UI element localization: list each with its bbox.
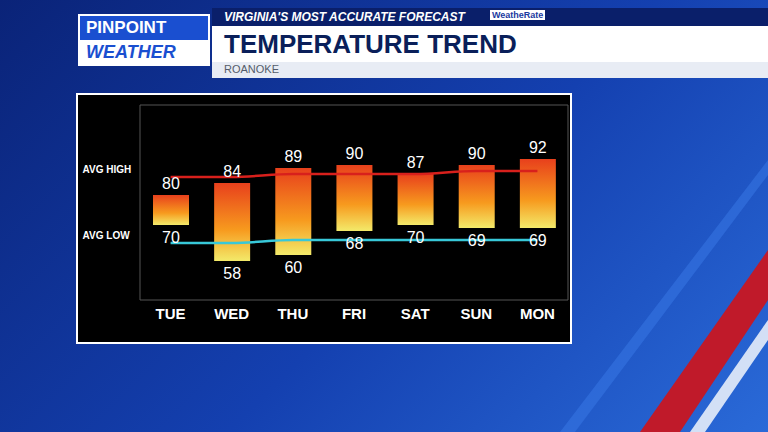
html-text:WEATHER: WEATHER [86,42,176,62]
svg-text:THU: THU [277,305,308,322]
svg-text:87: 87 [407,154,425,171]
html-text:PINPOINT: PINPOINT [86,18,167,37]
svg-text:TUE: TUE [156,305,186,322]
html-text:VIRGINIA'S MOST ACCURATE FOREC: VIRGINIA'S MOST ACCURATE FORECAST [224,10,465,24]
svg-text:AVG HIGH: AVG HIGH [83,164,132,175]
svg-text:SUN: SUN [460,305,492,322]
svg-text:92: 92 [529,139,547,156]
svg-text:80: 80 [162,175,180,192]
svg-text:84: 84 [223,163,241,180]
html-text:TEMPERATURE TREND: TEMPERATURE TREND [224,29,517,59]
svg-text:FRI: FRI [342,305,366,322]
svg-text:89: 89 [284,148,302,165]
svg-text:90: 90 [468,145,486,162]
svg-text:WED: WED [214,305,249,322]
svg-text:SAT: SAT [401,305,430,322]
svg-text:70: 70 [407,229,425,246]
svg-text:69: 69 [529,232,547,249]
svg-text:MON: MON [520,305,555,322]
svg-text:69: 69 [468,232,486,249]
svg-text:AVG LOW: AVG LOW [83,230,131,241]
html-text:WeatheRate: WeatheRate [492,10,544,20]
html-text:ROANOKE: ROANOKE [224,63,279,75]
svg-text:60: 60 [284,259,302,276]
svg-text:68: 68 [346,235,364,252]
svg-text:70: 70 [162,229,180,246]
svg-text:58: 58 [223,265,241,282]
svg-text:90: 90 [346,145,364,162]
